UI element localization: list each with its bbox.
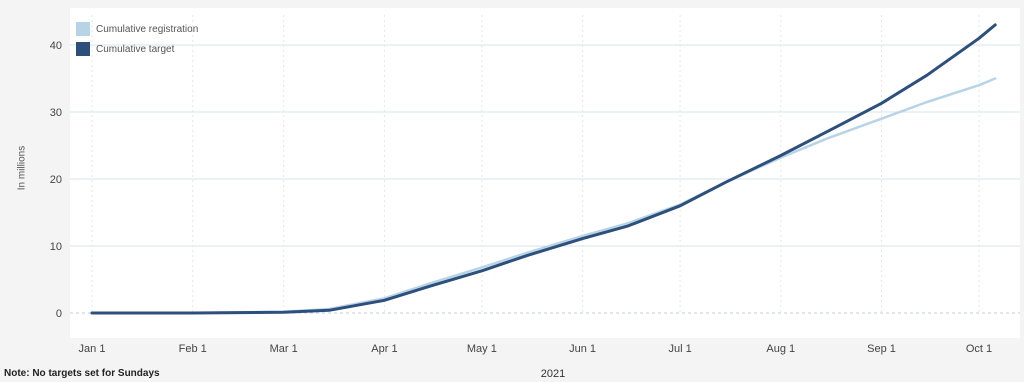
legend-label-registration: Cumulative registration bbox=[96, 23, 199, 35]
legend-item-registration: Cumulative registration bbox=[76, 22, 198, 36]
x-tick-label: Sep 1 bbox=[867, 343, 896, 355]
y-axis-label: In millions bbox=[16, 145, 28, 191]
x-tick-label: Oct 1 bbox=[966, 343, 992, 355]
x-tick-label: Jun 1 bbox=[569, 343, 596, 355]
x-tick-label: Jan 1 bbox=[79, 343, 106, 355]
x-tick-label: May 1 bbox=[467, 343, 497, 355]
y-tick-label: 30 bbox=[50, 107, 62, 119]
x-tick-label: Mar 1 bbox=[270, 343, 298, 355]
y-tick-label: 40 bbox=[50, 40, 62, 52]
series-line-target bbox=[90, 23, 997, 315]
legend-label-target: Cumulative target bbox=[96, 43, 175, 55]
legend-swatch-target bbox=[76, 42, 90, 56]
legend-swatch-registration bbox=[76, 22, 90, 36]
chart-note: Note: No targets set for Sundays bbox=[4, 368, 160, 379]
y-tick-label: 20 bbox=[50, 174, 62, 186]
legend-item-target: Cumulative target bbox=[76, 42, 198, 56]
plot-background bbox=[70, 8, 1020, 338]
x-tick-label: Aug 1 bbox=[766, 343, 795, 355]
x-axis-label: 2021 bbox=[540, 368, 566, 380]
y-tick-label: 10 bbox=[50, 241, 62, 253]
x-tick-label: Feb 1 bbox=[179, 343, 207, 355]
x-tick-label: Jul 1 bbox=[668, 343, 691, 355]
chart-legend: Cumulative registration Cumulative targe… bbox=[76, 22, 198, 56]
y-tick-label: 0 bbox=[56, 308, 62, 320]
x-tick-label: Apr 1 bbox=[371, 343, 397, 355]
